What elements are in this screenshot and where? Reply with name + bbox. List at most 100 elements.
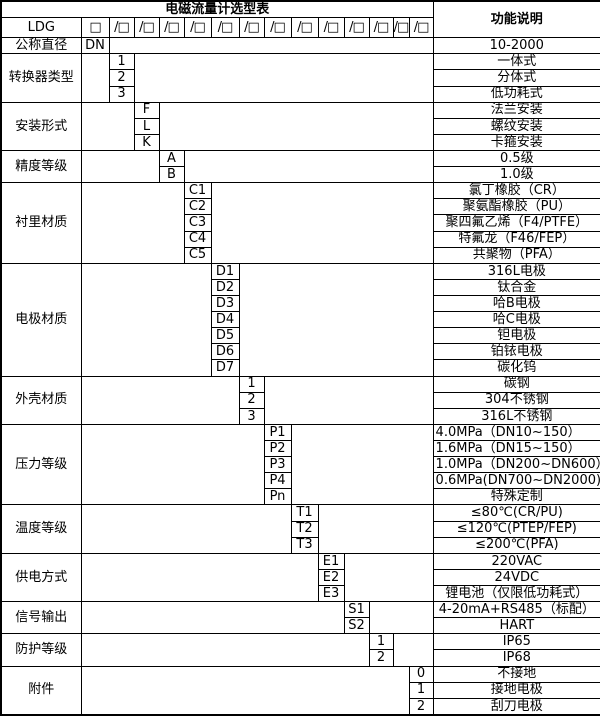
table-row: 供电方式 E1 220VAC — [0, 552, 600, 603]
filler-cell — [80, 633, 370, 667]
option-description: 螺纹安装 — [432, 117, 600, 135]
table-row: 附件 0 不接地 — [0, 665, 600, 716]
filler-cell — [343, 552, 434, 603]
table-row: T2 ≤120℃(PTEP/FEP) — [1, 520, 600, 538]
option-description: HART — [432, 617, 600, 635]
option-description: IP65 — [432, 633, 600, 651]
option-description: 一体式 — [432, 53, 600, 71]
filler-cell — [392, 633, 434, 667]
option-description: 碳化钨 — [432, 359, 600, 377]
option-code: 2 — [108, 69, 135, 87]
option-code: 1 — [408, 681, 434, 699]
model-box: /□ — [392, 17, 410, 39]
table-row: P3 1.0MPa（DN200~DN600） — [1, 456, 600, 474]
model-box: /□ — [408, 17, 434, 39]
option-description: 刮刀电极 — [432, 697, 600, 716]
table-row: 信号输出 S1 4-20mA+RS485（标配） — [0, 601, 600, 635]
option-code: T1 — [290, 504, 319, 522]
option-code: 1 — [108, 53, 135, 71]
function-column-header: 功能说明 — [432, 0, 600, 39]
option-code: 2 — [238, 391, 265, 409]
option-description: 钛合金 — [432, 278, 600, 297]
filler-cell — [317, 504, 434, 554]
model-box: /□ — [317, 17, 345, 39]
category-label: 转换器类型 — [0, 53, 82, 103]
title-row: 电磁流量计选型表 功能说明 — [0, 0, 600, 39]
option-code: K — [133, 133, 160, 152]
table-row: 安装形式 F 法兰安装 — [0, 101, 600, 152]
option-description: 特殊定制 — [432, 488, 600, 506]
category-label: 精度等级 — [0, 150, 82, 184]
table-row: 转换器类型 1 一体式 — [0, 53, 600, 103]
category-label: 电极材质 — [0, 262, 82, 377]
model-box: /□ — [210, 17, 240, 39]
option-description: 4.0MPa（DN10~150） — [432, 423, 600, 442]
option-description: 接地电极 — [432, 681, 600, 699]
filler-cell — [80, 665, 410, 716]
option-code: P4 — [263, 472, 292, 490]
option-code: D1 — [210, 262, 240, 280]
option-description: 4-20mA+RS485（标配） — [432, 601, 600, 619]
option-code: 1 — [238, 375, 265, 393]
option-description: 聚四氟乙烯（F4/PTFE） — [432, 214, 600, 232]
table-row: E3 锂电池（仅限低功耗式） — [1, 584, 600, 603]
table-row: 公称直径 DN 10-2000 — [0, 37, 600, 55]
option-description: 220VAC — [432, 552, 600, 570]
option-code: D4 — [210, 311, 240, 329]
option-description: ≤200℃(PFA) — [432, 536, 600, 554]
model-box: /□ — [133, 17, 160, 39]
category-label: 防护等级 — [0, 633, 82, 667]
option-description: 卡箍安装 — [432, 133, 600, 152]
option-description: 碳钢 — [432, 375, 600, 393]
option-description: 氯丁橡胶（CR） — [432, 182, 600, 200]
option-code: L — [133, 117, 160, 135]
filler-cell — [80, 423, 265, 506]
model-box: /□ — [343, 17, 370, 39]
category-label: 信号输出 — [0, 601, 82, 635]
filler-cell — [80, 552, 319, 603]
option-code: 3 — [238, 407, 265, 425]
option-description: 钽电极 — [432, 327, 600, 345]
option-code: 2 — [368, 649, 394, 667]
option-description: 哈B电极 — [432, 295, 600, 313]
filler-cell — [80, 262, 212, 377]
table-row: L 螺纹安装 — [1, 117, 600, 135]
table-row: 防护等级 1 IP65 — [0, 633, 600, 667]
option-code: S2 — [343, 617, 370, 635]
filler-cell — [80, 101, 135, 152]
filler-cell — [80, 601, 345, 635]
option-description: IP68 — [432, 649, 600, 667]
option-description: 316L不锈钢 — [432, 407, 600, 425]
option-code: D7 — [210, 359, 240, 377]
option-code: D3 — [210, 295, 240, 313]
option-code: C4 — [183, 230, 212, 248]
option-code: D2 — [210, 278, 240, 297]
filler-cell — [80, 150, 160, 184]
option-code: T2 — [290, 520, 319, 538]
model-prefix: LDG — [0, 17, 82, 39]
option-description: 304不锈钢 — [432, 391, 600, 409]
option-code: A — [158, 150, 185, 168]
option-description: 1.0级 — [432, 166, 600, 184]
option-code: C5 — [183, 246, 212, 264]
option-code: E1 — [317, 552, 345, 570]
option-code: B — [158, 166, 185, 184]
option-description: 铂铱电极 — [432, 343, 600, 361]
option-code: D6 — [210, 343, 240, 361]
page-title: 电磁流量计选型表 — [0, 0, 434, 19]
category-label: 附件 — [0, 665, 82, 716]
category-label: 安装形式 — [0, 101, 82, 152]
category-label: 供电方式 — [0, 552, 82, 603]
option-description: 特氟龙（F46/FEP） — [432, 230, 600, 248]
option-description: 分体式 — [432, 69, 600, 87]
filler-cell — [263, 375, 434, 425]
category-label: 压力等级 — [0, 423, 82, 506]
model-box: /□ — [263, 17, 292, 39]
filler-cell — [158, 101, 434, 152]
option-code: Pn — [263, 488, 292, 506]
model-code-row: LDG □/□/□/□/□/□/□/□/□/□/□/□/□/□ — [0, 17, 600, 39]
option-code: P3 — [263, 456, 292, 474]
filler-cell — [210, 182, 434, 264]
